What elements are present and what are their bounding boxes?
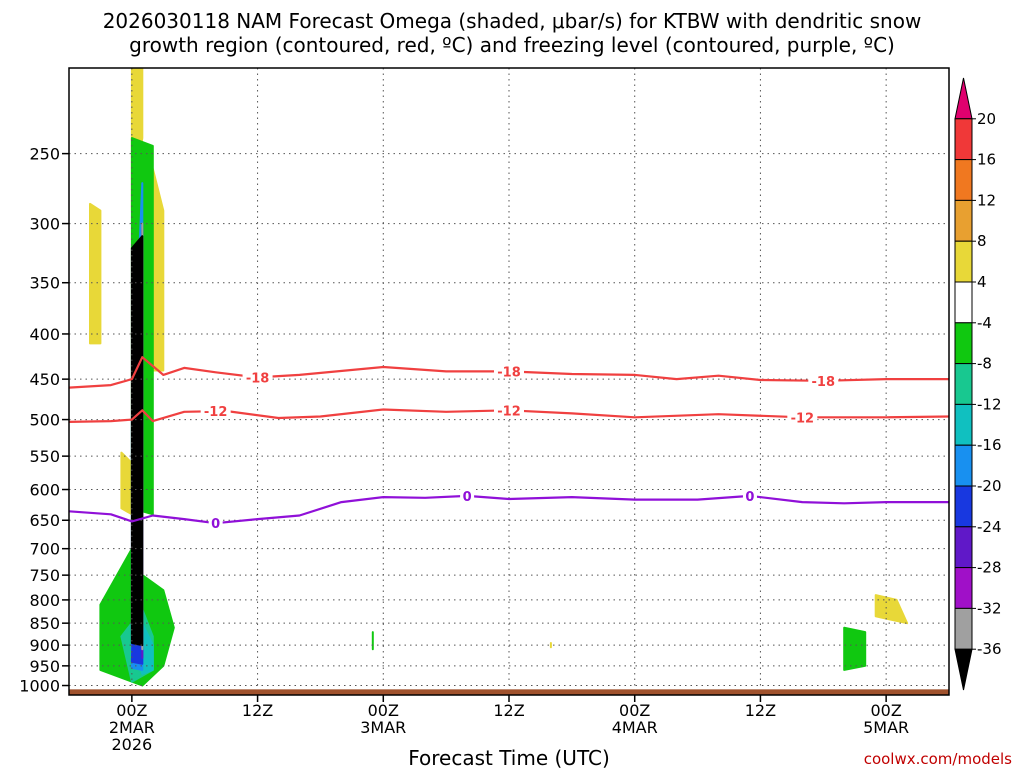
y-tick-label: 1000 (19, 677, 60, 696)
contour-label-bg (742, 488, 757, 503)
colorbar-tick-label: -32 (977, 599, 1002, 617)
colorbar-tick-label: -16 (977, 436, 1002, 454)
omega-shading (89, 68, 909, 687)
contour-label-bg (494, 364, 524, 379)
omega-region-8 (843, 626, 867, 671)
colorbar-band (954, 363, 973, 405)
colorbar-tick-label: 8 (977, 232, 987, 250)
colorbar-tick-label: -8 (977, 355, 992, 373)
contour-label-bg (200, 404, 231, 419)
colorbar-tick-label: -28 (977, 559, 1002, 577)
y-tick-label: 850 (29, 614, 60, 633)
colorbar-band (954, 485, 973, 528)
contour-label-0: 0 (745, 490, 754, 505)
contour-label--12: -12 (791, 411, 815, 426)
contour-label-0: 0 (463, 490, 472, 505)
y-tick-label: 950 (29, 657, 60, 676)
colorbar-top-triangle (954, 77, 973, 120)
colorbar-tick-label: 20 (977, 110, 996, 128)
colorbar-tick-label: -12 (977, 395, 1002, 413)
colorbar-band (954, 567, 973, 609)
y-tick-label: 550 (29, 447, 60, 466)
contour-label--12: -12 (497, 404, 521, 419)
x-tick-label: 12Z (745, 701, 776, 720)
contour-label-bg (808, 373, 839, 388)
colorbar-tick-label: -24 (977, 518, 1002, 536)
colorbar-band (954, 607, 973, 650)
x-tick-label: 12Z (242, 701, 273, 720)
contour-label-bg (208, 516, 223, 531)
contour-label-bg (494, 403, 524, 418)
grid-lines (69, 68, 949, 695)
contour-label--18: -18 (246, 371, 270, 386)
colorbar-band (954, 199, 973, 242)
colorbar-tick-label: 12 (977, 191, 996, 209)
omega-region-15 (130, 235, 144, 647)
x-tick-label: 2026 (111, 735, 152, 754)
colorbar-tick-label: 4 (977, 273, 987, 291)
x-tick-label: 4MAR (612, 718, 658, 737)
y-tick-label: 700 (29, 540, 60, 559)
contour-label-bg (460, 488, 475, 503)
x-tick-label: 3MAR (360, 718, 406, 737)
omega-region-1 (89, 202, 102, 345)
colorbar-band (954, 444, 973, 487)
ground-fill (69, 689, 949, 695)
colorbar: 20 16 12 8 4 -4 -8 -12 -16 -20 -24 -28 -32 -36 (954, 77, 1002, 691)
y-tick-label: 350 (29, 274, 60, 293)
contour--18 (69, 356, 949, 389)
colorbar-band (954, 240, 973, 283)
y-tick-label: 450 (29, 370, 60, 389)
y-tick-label: 750 (29, 566, 60, 585)
ground-terrain (69, 689, 949, 695)
colorbar-bottom-triangle (954, 648, 973, 691)
y-tick-label: 400 (29, 325, 60, 344)
chart-title-line-1: 2026030118 NAM Forecast Omega (shaded, μ… (103, 9, 922, 33)
colorbar-tick-label: -20 (977, 477, 1002, 495)
x-tick-label: 12Z (493, 701, 524, 720)
x-tick-label: 00Z (116, 701, 147, 720)
x-tick-label: 00Z (870, 701, 901, 720)
colorbar-band (954, 281, 973, 324)
x-tick-label: 00Z (368, 701, 399, 720)
y-tick-label: 500 (29, 411, 60, 430)
colorbar-band (954, 159, 973, 201)
colorbar-tick-label: -4 (977, 314, 992, 332)
y-tick-label: 900 (29, 636, 60, 655)
chart-title-line-2: growth region (contoured, red, ºC) and f… (129, 33, 895, 57)
contour-label-bg (242, 370, 273, 385)
colorbar-band (954, 322, 973, 365)
contour-label--18: -18 (497, 365, 521, 380)
colorbar-tick-label: -36 (977, 640, 1002, 658)
y-tick-label: 650 (29, 511, 60, 530)
contour-0 (69, 494, 949, 525)
x-axis-label: Forecast Time (UTC) (408, 746, 610, 768)
contour-label-0: 0 (211, 517, 220, 532)
contour-label-bg (787, 410, 818, 425)
y-tick-label: 300 (29, 215, 60, 234)
y-tick-label: 800 (29, 591, 60, 610)
y-axis: 250 300 350 400 450 500 550 600 650 700 750 800 850 9… (19, 145, 69, 696)
colorbar-band (954, 526, 973, 569)
contour-label--18: -18 (812, 375, 836, 390)
contour-label--12: -12 (204, 405, 228, 420)
y-tick-label: 600 (29, 481, 60, 500)
omega-region-4 (874, 594, 909, 625)
y-tick-label: 250 (29, 145, 60, 164)
x-tick-label: 2MAR (109, 718, 155, 737)
colorbar-band (954, 403, 973, 446)
colorbar-band (954, 118, 973, 161)
credit-text: coolwx.com/models (864, 750, 1012, 768)
x-tick-label: 5MAR (863, 718, 909, 737)
omega-region-3 (120, 451, 133, 516)
contour--12 (69, 408, 949, 423)
x-tick-label: 00Z (619, 701, 650, 720)
contour-lines: -18 -18 -18 -12 -12 -12 0 0 0 (69, 356, 949, 532)
colorbar-tick-label: 16 (977, 151, 996, 169)
omega-region-2 (151, 167, 165, 372)
